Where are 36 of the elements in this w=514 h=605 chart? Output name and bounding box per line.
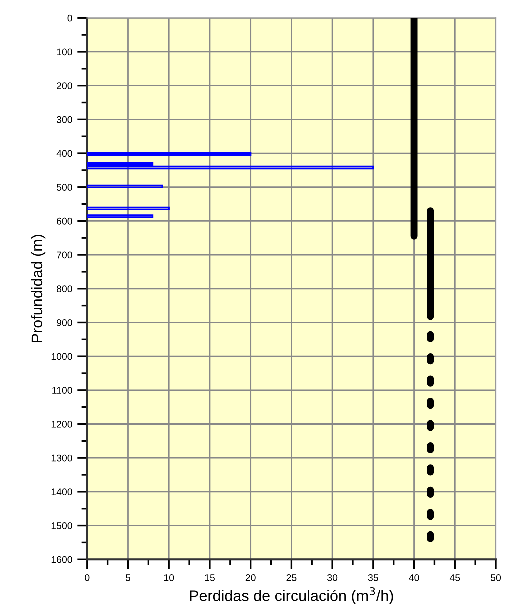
y-tick-label: 400 <box>56 150 72 158</box>
x-tick-label: 0 <box>85 574 90 582</box>
bar <box>87 166 374 170</box>
bar <box>87 214 154 218</box>
y-tick-label: 700 <box>57 252 72 259</box>
x-tick-label: 35 <box>368 574 378 582</box>
y-tick-label: 500 <box>56 184 72 191</box>
y-tick-label: 100 <box>57 48 72 56</box>
y-tick-label: 0 <box>68 14 72 22</box>
bar <box>87 184 164 189</box>
x-tick-label: 20 <box>246 574 256 582</box>
x-axis-title: Perdidas de circulación (m$^{3}$/h) <box>190 587 394 604</box>
y-tick-label: 900 <box>57 319 72 326</box>
y-tick-label: 1400 <box>52 488 72 496</box>
bar <box>87 206 170 211</box>
x-tick-label: 15 <box>205 574 215 582</box>
x-tick-label: 5 <box>126 574 131 582</box>
x-tick-label: 40 <box>409 574 420 582</box>
y-tick-label: 1600 <box>52 556 72 564</box>
x-tick-label: 25 <box>286 574 297 582</box>
y-tick-label: 300 <box>56 116 72 124</box>
y-tick-label: 1300 <box>52 454 72 462</box>
y-tick-label: 1500 <box>52 522 72 530</box>
y-tick-label: 200 <box>57 82 72 90</box>
y-tick-label: 1200 <box>52 420 72 428</box>
y-tick-label: 800 <box>57 286 72 293</box>
y-tick-label: 1000 <box>52 353 72 360</box>
y-tick-label: 1100 <box>52 387 72 394</box>
bar <box>87 152 252 156</box>
x-tick-label: 10 <box>164 574 174 582</box>
y-axis-title: Profundidad (m) <box>31 235 46 342</box>
x-tick-label: 50 <box>490 574 502 582</box>
bar <box>87 162 154 166</box>
y-tick-label: 600 <box>57 218 72 225</box>
x-tick-label: 30 <box>328 574 338 582</box>
x-tick-label: 45 <box>450 574 460 582</box>
